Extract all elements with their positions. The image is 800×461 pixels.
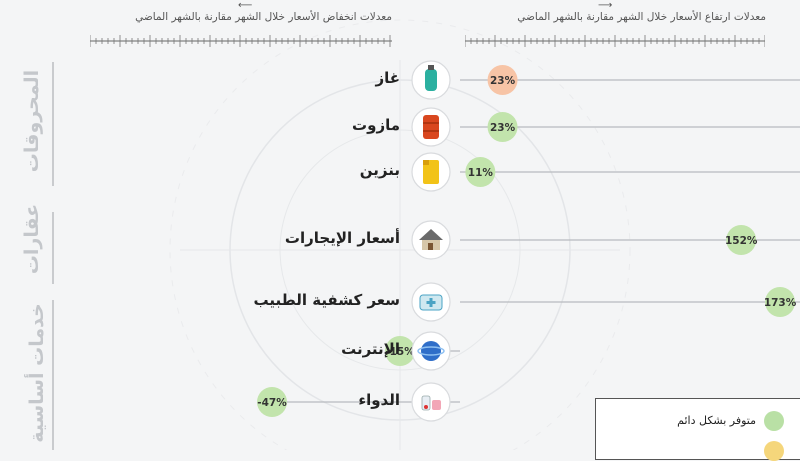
- item-label: بنزين: [359, 161, 400, 179]
- fuel-bracket: [52, 62, 54, 186]
- value-label: -15%: [385, 346, 415, 358]
- item-label: الإنترنت: [341, 340, 400, 358]
- increase-caption: معدلات ارتفاع الأسعار خلال الشهر مقارنة …: [470, 11, 766, 23]
- value-marker: [726, 225, 757, 255]
- item-label: غاز: [375, 69, 400, 87]
- legend: متوفر بشكل دائم: [595, 398, 800, 461]
- bar-row: -47%: [257, 382, 460, 422]
- legend-swatch-yellow: [764, 441, 784, 461]
- legend-label: متوفر بشكل دائم: [677, 414, 756, 427]
- increase-caption-text: معدلات ارتفاع الأسعار خلال الشهر مقارنة …: [517, 11, 766, 23]
- bar-row: 11%: [411, 152, 800, 192]
- bar-row: 173%: [411, 282, 800, 322]
- value-marker: [487, 112, 518, 142]
- value-marker: [487, 65, 518, 95]
- value-label: 173%: [764, 297, 797, 309]
- globe-icon: [417, 341, 445, 361]
- price-change-chart: 23% 23% 11% 152% 173% -15% -47%: [257, 60, 800, 422]
- value-label: 23%: [490, 122, 516, 134]
- decrease-caption: معدلات انخفاض الأسعار خلال الشهر مقارنة …: [90, 11, 392, 23]
- value-marker: [765, 287, 796, 317]
- bar-row: 23%: [411, 60, 800, 100]
- item-label: أسعار الإيجارات: [284, 229, 400, 247]
- fuel-can-icon: [423, 160, 439, 184]
- value-label: 152%: [725, 235, 758, 247]
- item-label: الدواء: [358, 391, 400, 409]
- bar-row: 152%: [411, 220, 800, 260]
- value-label: -47%: [257, 397, 287, 409]
- bar-row: -15%: [385, 331, 460, 371]
- value-marker: [257, 387, 287, 417]
- increase-ruler: [465, 35, 765, 47]
- value-label: 11%: [468, 167, 494, 179]
- background-decoration: [180, 60, 620, 450]
- real-estate-bracket: [52, 212, 54, 284]
- services-bracket: [52, 300, 54, 450]
- decrease-ruler: [90, 35, 392, 47]
- value-label: 23%: [490, 75, 516, 87]
- value-marker: [385, 336, 415, 366]
- house-icon: [419, 229, 443, 250]
- medical-kit-icon: [419, 294, 443, 311]
- oil-barrel-icon: [423, 115, 439, 139]
- arrow-left-icon: ⟵: [238, 0, 253, 11]
- bar-row: 23%: [411, 107, 800, 147]
- item-label: مازوت: [352, 116, 400, 134]
- medicine-icon: [421, 395, 441, 411]
- icon-circle: [411, 382, 451, 422]
- decrease-caption-text: معدلات انخفاض الأسعار خلال الشهر مقارنة …: [135, 11, 392, 23]
- gas-cylinder-icon: [425, 65, 437, 91]
- value-marker: [465, 157, 496, 187]
- arrow-right-icon: ⟶: [598, 0, 613, 11]
- legend-swatch-green: [764, 411, 784, 431]
- item-label: سعر كشفية الطبيب: [253, 291, 400, 309]
